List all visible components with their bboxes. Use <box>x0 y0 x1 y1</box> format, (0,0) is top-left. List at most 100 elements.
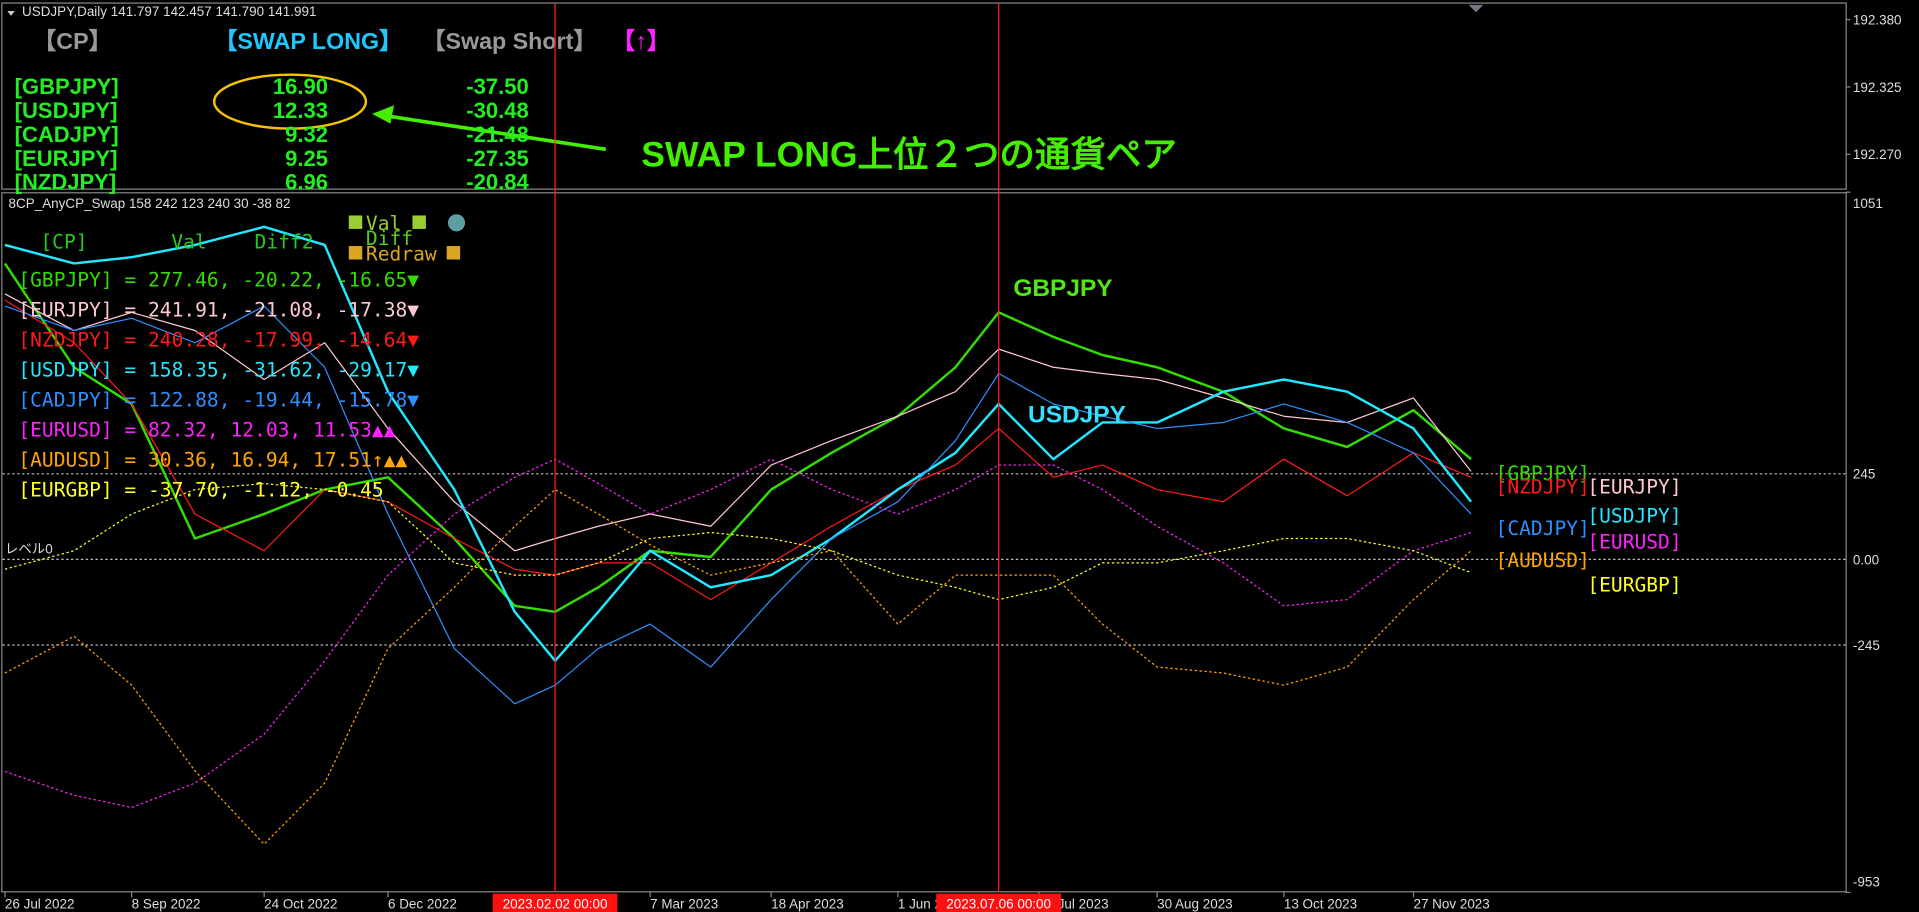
swap-short: -30.48 <box>466 98 528 123</box>
swap-long: 6.96 <box>285 170 328 195</box>
table-header: Val <box>171 231 206 254</box>
row-text: [EURJPY] = 241.91, -21.08, -17.38 <box>18 298 407 321</box>
swap-header: 【Swap Short】 <box>422 28 596 54</box>
swap-short: -20.84 <box>466 170 529 195</box>
y-tick-label: 245 <box>1853 467 1875 482</box>
level-label: レベル0 <box>5 541 53 556</box>
value-row: [AUDUSD] = 30.36, 16.94, 17.51↑▲▲ <box>18 448 407 471</box>
x-tick-label: 18 Apr 2023 <box>771 896 844 911</box>
swap-header: 【CP】 <box>33 28 112 54</box>
swap-pair: [CADJPY] <box>15 122 119 147</box>
series-line <box>3 262 1472 614</box>
value-row: [NZDJPY] = 240.28, -17.99, -14.64▼ <box>18 328 419 351</box>
row-arrow: ▼ <box>407 268 419 291</box>
row-arrow: ▼ <box>407 358 419 381</box>
control-label[interactable]: Val <box>366 212 401 235</box>
series-line <box>4 293 1472 552</box>
series-line <box>4 225 1473 663</box>
series-label: [CADJPY] <box>1496 517 1590 540</box>
swap-pair: [NZDJPY] <box>15 170 117 195</box>
swap-pair: [USDJPY] <box>15 98 118 123</box>
swap-header: 【↑】 <box>612 28 670 54</box>
x-tick-label: 6 Dec 2022 <box>388 896 457 911</box>
crosshair-label-box <box>936 893 1062 912</box>
highlight-ellipse <box>212 73 368 130</box>
y-tick-label: -245 <box>1853 638 1880 653</box>
x-tick-label: 26 Jul 2022 <box>5 896 75 911</box>
swap-short: -21.48 <box>466 122 528 147</box>
row-arrow: ↑▲▲ <box>372 448 408 471</box>
swap-header: 【SWAP LONG】 <box>214 28 402 54</box>
series-label: [NZDJPY] <box>1496 475 1590 498</box>
series-line <box>4 458 1472 809</box>
swap-long: 9.25 <box>285 146 328 171</box>
x-tick-label: 8 Sep 2022 <box>132 896 201 911</box>
val-square[interactable] <box>412 215 426 229</box>
table-header: Diff2 <box>255 231 314 254</box>
price-pane <box>1 2 1847 190</box>
value-row: [EURUSD] = 82.32, 12.03, 11.53▲▲ <box>18 418 395 441</box>
price-tick-label: 192.270 <box>1853 147 1902 162</box>
x-tick-label: 13 Oct 2023 <box>1284 896 1357 911</box>
series-label: [EURGBP] <box>1587 573 1681 596</box>
row-text: [NZDJPY] = 240.28, -17.99, -14.64 <box>18 328 407 351</box>
scroll-marker <box>1468 4 1484 13</box>
annotation-arrow <box>388 114 607 152</box>
value-row: [EURJPY] = 241.91, -21.08, -17.38▼ <box>18 298 419 321</box>
row-text: [AUDUSD] = 30.36, 16.94, 17.51 <box>18 448 372 471</box>
swap-long: 16.90 <box>273 74 328 99</box>
value-row: [USDJPY] = 158.35, -31.62, -29.17▼ <box>18 358 419 381</box>
row-text: [EURUSD] = 82.32, 12.03, 11.53 <box>18 418 372 441</box>
value-row: [CADJPY] = 122.88, -19.44, -15.78▼ <box>18 388 419 411</box>
series-label: [GBPJPY] <box>1496 462 1590 485</box>
swap-long: 9.32 <box>285 122 328 147</box>
val-square[interactable] <box>348 215 363 229</box>
swap-short: -37.50 <box>466 74 528 99</box>
row-text: [USDJPY] = 158.35, -31.62, -29.17 <box>18 358 407 381</box>
crosshair-label-box <box>492 893 618 912</box>
price-tick-label: 192.380 <box>1853 12 1902 27</box>
indicator-title: 8CP_AnyCP_Swap 158 242 123 240 30 -38 82 <box>9 196 291 211</box>
series-label: [USDJPY] <box>1587 505 1681 528</box>
row-arrow: ▼ <box>407 298 419 321</box>
row-text: [CADJPY] = 122.88, -19.44, -15.78 <box>18 388 407 411</box>
value-row: [GBPJPY] = 277.46, -20.22, -16.65▼ <box>18 268 419 291</box>
redraw-square[interactable] <box>348 246 363 260</box>
x-tick-label: 27 Nov 2023 <box>1413 896 1489 911</box>
toggle-circle[interactable] <box>447 214 466 232</box>
swap-long: 12.33 <box>273 98 328 123</box>
redraw-square[interactable] <box>446 246 461 260</box>
series-label: [EURJPY] <box>1587 475 1681 498</box>
control-label[interactable]: Diff <box>366 227 413 250</box>
swap-pair: [EURJPY] <box>15 146 118 171</box>
row-arrow: ▲▲ <box>372 418 396 441</box>
x-tick-label: 24 Oct 2022 <box>264 896 337 911</box>
row-text: [GBPJPY] = 277.46, -20.22, -16.65 <box>18 268 407 291</box>
series-line <box>4 488 1472 845</box>
control-label[interactable]: Redraw <box>366 243 437 266</box>
swap-short: -27.35 <box>466 146 528 171</box>
series-label: [AUDUSD] <box>1496 549 1590 572</box>
chart-annotation: GBPJPY <box>1013 275 1112 302</box>
window-title: USDJPY,Daily 141.797 142.457 141.790 141… <box>22 4 316 19</box>
indicator-pane <box>1 192 1847 893</box>
crosshair-label: 2023.02.02 00:00 <box>503 896 608 911</box>
crosshair-label: 2023.07.06 00:00 <box>946 896 1051 911</box>
table-header: [CP] <box>40 231 87 254</box>
annotation: SWAP LONG上位２つの通貨ペア <box>641 134 1177 174</box>
arrow-head <box>372 105 395 124</box>
swap-pair: [GBPJPY] <box>15 74 119 99</box>
x-tick-label: 7 Mar 2023 <box>650 896 718 911</box>
row-arrow: ▼ <box>407 328 419 351</box>
chart-annotation: USDJPY <box>1028 401 1126 428</box>
row-text: [EURGBP] = -37.70, -1.12, -0.45 <box>18 478 383 501</box>
controls: Val Diff Redraw <box>348 212 466 266</box>
y-tick-label: -953 <box>1853 874 1880 889</box>
menu-triangle[interactable] <box>7 11 15 16</box>
series-label: [EURUSD] <box>1587 530 1681 553</box>
x-tick-label: 30 Aug 2023 <box>1157 896 1233 911</box>
y-tick-label: 0.00 <box>1853 552 1879 567</box>
